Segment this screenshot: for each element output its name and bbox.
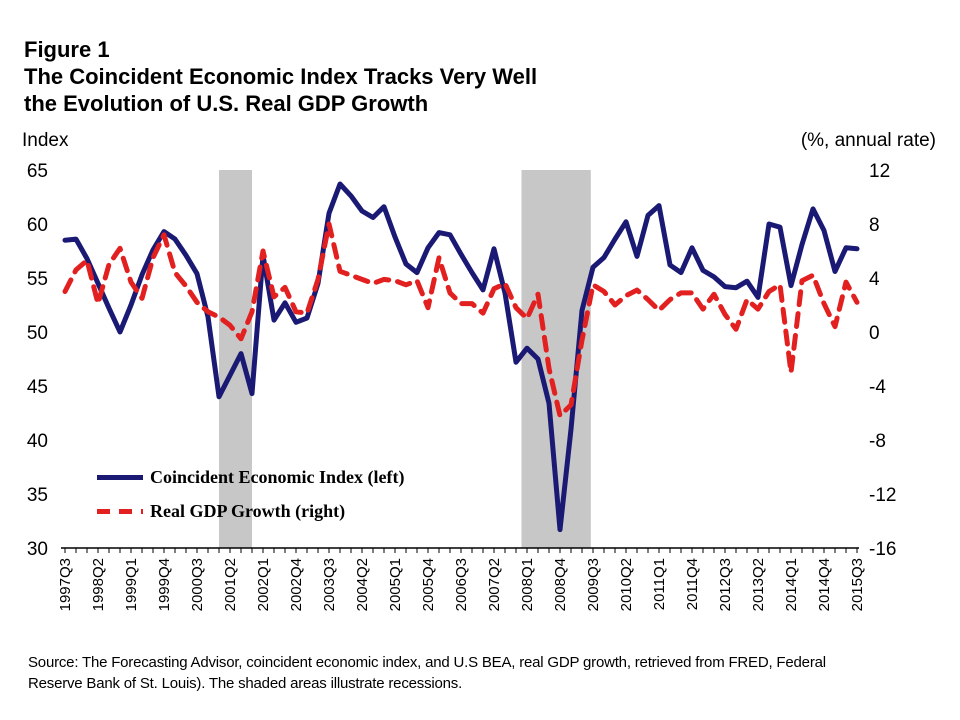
source-note: Source: The Forecasting Advisor, coincid… [28,652,928,694]
gdp-line [62,221,860,419]
gdp-line-swatch [97,509,143,514]
right-axis-tick-label: -16 [869,539,896,560]
x-tick-label: 2002Q4 [288,558,305,611]
right-axis-tick-label: 12 [869,161,890,182]
chart-title: Figure 1 The Coincident Economic Index T… [24,36,537,117]
legend-item-gdp: Real GDP Growth (right) [97,501,404,522]
x-tick-label: 2002Q1 [255,558,272,611]
x-tick-label: 2013Q2 [750,558,767,611]
chart-legend: Coincident Economic Index (left) Real GD… [97,467,404,535]
x-tick-label: 1997Q3 [57,558,74,611]
x-tick-label: 2008Q4 [552,558,569,611]
x-tick-label: 2011Q4 [684,558,701,610]
x-tick-label: 2010Q2 [618,558,635,611]
cei-line-swatch [97,475,143,480]
x-tick-label: 2001Q2 [222,558,239,611]
source-note-line1: Source: The Forecasting Advisor, coincid… [28,654,826,671]
x-tick-label: 2000Q3 [189,558,206,611]
right-axis-tick-label: 4 [869,269,880,290]
right-axis-tick-label: -12 [869,485,896,506]
x-tick-label: 1998Q2 [90,558,107,611]
left-axis-tick-label: 50 [27,323,48,344]
x-tick-label: 2015Q3 [849,558,866,611]
x-tick-label: 2014Q1 [783,558,800,611]
x-tick-label: 1999Q4 [156,558,173,611]
x-tick-label: 2011Q1 [651,558,668,610]
x-tick-label: 1999Q1 [123,558,140,611]
left-axis-tick-label: 40 [27,431,48,452]
x-tick-label: 2003Q3 [321,558,338,611]
left-axis-title: Index [22,130,69,151]
x-tick-label: 2008Q1 [519,558,536,611]
x-tick-label: 2004Q2 [354,558,371,611]
left-axis-tick-label: 55 [27,269,48,290]
left-axis-tick-label: 35 [27,485,48,506]
legend-label-cei: Coincident Economic Index (left) [150,467,405,487]
left-axis-tick-label: 65 [27,161,48,182]
chart-title-line1: The Coincident Economic Index Tracks Ver… [24,64,538,89]
right-axis-tick-label: -8 [869,431,886,452]
source-note-line2: Reserve Bank of St. Louis). The shaded a… [28,675,463,692]
x-tick-label: 2006Q3 [453,558,470,611]
x-tick-label: 2005Q1 [387,558,404,611]
right-axis-tick-label: 8 [869,215,880,236]
right-axis-tick-label: -4 [869,377,886,398]
cei-line [62,181,860,533]
x-tick-label: 2012Q3 [717,558,734,611]
x-tick-label: 2005Q4 [420,558,437,611]
x-tick-label: 2014Q4 [816,558,833,611]
chart-title-line2: the Evolution of U.S. Real GDP Growth [24,91,429,116]
figure-number: Figure 1 [24,37,110,62]
left-axis-tick-label: 30 [27,539,48,560]
left-axis-tick-label: 60 [27,215,48,236]
right-axis-title: (%, annual rate) [800,130,936,151]
legend-item-cei: Coincident Economic Index (left) [97,467,404,488]
legend-label-gdp: Real GDP Growth (right) [150,501,346,521]
right-axis-tick-label: 0 [869,323,880,344]
left-axis-tick-label: 45 [27,377,48,398]
x-tick-label: 2009Q3 [585,558,602,611]
x-tick-label: 2007Q2 [486,558,503,611]
